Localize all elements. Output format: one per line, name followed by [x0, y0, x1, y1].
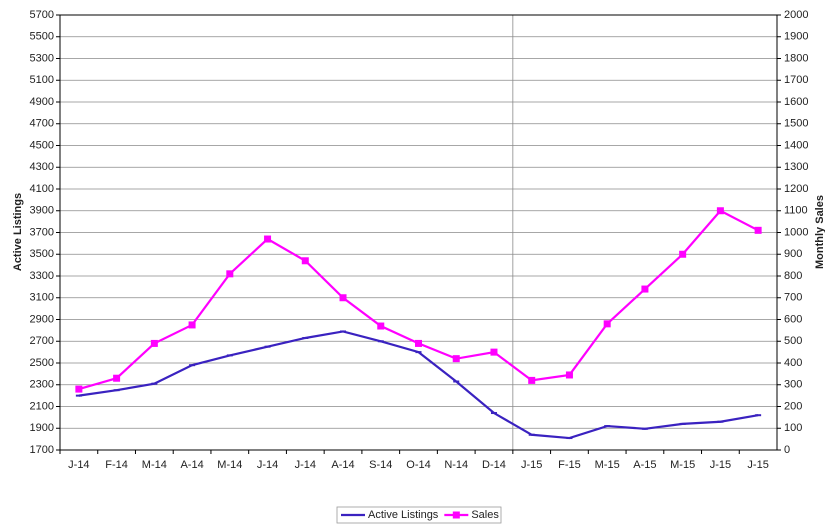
- y2-tick-label: 1700: [784, 74, 808, 86]
- plot-border: [59, 14, 778, 451]
- y-tick-label: 3300: [30, 270, 54, 282]
- x-tick-label: J-14: [257, 459, 278, 471]
- data-point: [75, 385, 83, 393]
- x-tick-label: J-14: [68, 459, 89, 471]
- x-tick-label: M-14: [142, 459, 167, 471]
- data-point: [339, 294, 347, 302]
- y2-tick-label: 500: [784, 335, 802, 347]
- y-tick-label: 1700: [30, 444, 54, 456]
- y-tick-label: 5100: [30, 74, 54, 86]
- y2-tick-label: 900: [784, 248, 802, 260]
- x-tick-label: A-15: [633, 459, 656, 471]
- x-tick-label: M-15: [595, 459, 620, 471]
- y2-tick-label: 100: [784, 422, 802, 434]
- data-point: [415, 339, 422, 347]
- y2-tick-label: 1000: [784, 226, 808, 238]
- x-tick-label: M-15: [670, 459, 695, 471]
- data-point: [754, 226, 762, 234]
- data-point: [264, 235, 272, 243]
- y-axis-title: Active Listings: [12, 193, 24, 271]
- y2-tick-label: 800: [784, 270, 802, 282]
- y-tick-label: 3100: [30, 292, 54, 304]
- y-tick-label: 2900: [30, 313, 54, 325]
- data-point: [150, 339, 158, 347]
- x-tick-label: O-14: [406, 459, 430, 471]
- y2-tick-label: 300: [784, 379, 802, 391]
- data-point: [490, 348, 498, 356]
- x-tick-label: A-14: [180, 459, 203, 471]
- x-tick-label: J-15: [747, 459, 768, 471]
- y2-tick-label: 1400: [784, 139, 808, 151]
- y-tick-label: 3900: [30, 205, 54, 217]
- y-tick-label: 4300: [30, 161, 54, 173]
- y2-tick-label: 1600: [784, 96, 808, 108]
- data-point: [301, 257, 309, 265]
- y-tick-label: 4500: [30, 139, 54, 151]
- y-tick-label: 5700: [30, 9, 54, 21]
- y-tick-label: 5300: [30, 52, 54, 64]
- y-tick-label: 4900: [30, 96, 54, 108]
- legend-label: Active Listings: [368, 509, 439, 521]
- data-point: [452, 355, 460, 363]
- data-point: [528, 376, 536, 384]
- data-point: [716, 207, 724, 215]
- data-point: [226, 270, 234, 278]
- y2-tick-label: 700: [784, 292, 802, 304]
- y-tick-label: 2500: [30, 357, 54, 369]
- legend-label: Sales: [471, 509, 499, 521]
- y-tick-label: 2700: [30, 335, 54, 347]
- y2-tick-label: 1200: [784, 183, 808, 195]
- y-tick-label: 3700: [30, 226, 54, 238]
- x-tick-label: J-14: [295, 459, 316, 471]
- data-point: [377, 322, 385, 330]
- y2-tick-label: 1900: [784, 31, 808, 43]
- legend-box: [336, 506, 502, 524]
- x-tick-label: J-15: [521, 459, 542, 471]
- data-point: [565, 371, 573, 379]
- y-tick-label: 1900: [30, 422, 54, 434]
- x-tick-label: D-14: [482, 459, 506, 471]
- data-point: [603, 320, 611, 328]
- y2-tick-label: 1100: [784, 205, 808, 217]
- x-tick-label: N-14: [444, 459, 468, 471]
- x-tick-label: M-14: [217, 459, 242, 471]
- y-tick-label: 5500: [30, 31, 54, 43]
- data-point: [113, 374, 121, 382]
- y2-tick-label: 1800: [784, 52, 808, 64]
- y2-tick-label: 0: [784, 444, 790, 456]
- y-tick-label: 4700: [30, 118, 54, 130]
- y-tick-label: 2100: [30, 400, 54, 412]
- y2-tick-label: 1300: [784, 161, 808, 173]
- data-point: [679, 250, 687, 258]
- x-tick-label: S-14: [369, 459, 392, 471]
- data-point: [188, 321, 196, 329]
- y-tick-label: 2300: [30, 379, 54, 391]
- y-tick-label: 4100: [30, 183, 54, 195]
- y-tick-label: 3500: [30, 248, 54, 260]
- x-tick-label: A-14: [331, 459, 354, 471]
- x-tick-label: F-15: [558, 459, 581, 471]
- y2-tick-label: 2000: [784, 9, 808, 21]
- x-tick-label: F-14: [105, 459, 128, 471]
- data-point: [641, 285, 649, 293]
- y2-tick-label: 200: [784, 400, 802, 412]
- x-tick-label: J-15: [710, 459, 731, 471]
- y2-tick-label: 1500: [784, 118, 808, 130]
- y2-tick-label: 600: [784, 313, 802, 325]
- legend-marker: [452, 511, 460, 519]
- y2-axis-title: Monthly Sales: [814, 195, 825, 269]
- y2-tick-label: 400: [784, 357, 802, 369]
